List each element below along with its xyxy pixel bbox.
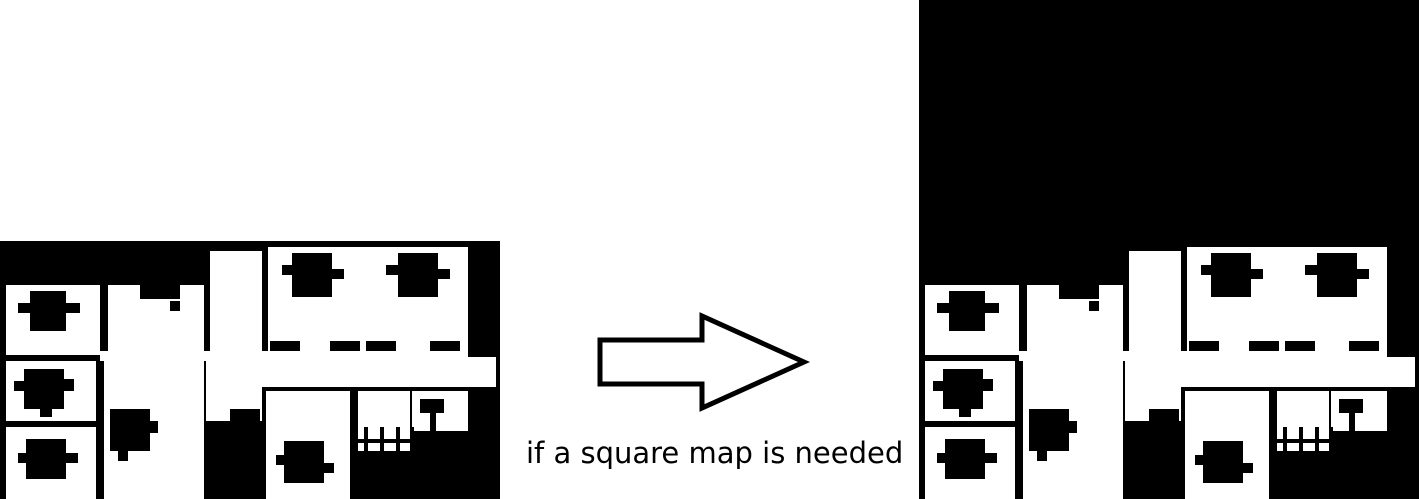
transform-arrow [596,312,811,414]
original-occupancy-map [0,241,500,499]
padded-floorplan [919,241,1419,499]
original-floorplan-svg [0,241,500,499]
arrow-right-icon [597,312,811,412]
square-occupancy-map [919,0,1419,499]
caption: if a square map is needed [526,436,904,470]
square-floorplan-svg [919,241,1419,499]
